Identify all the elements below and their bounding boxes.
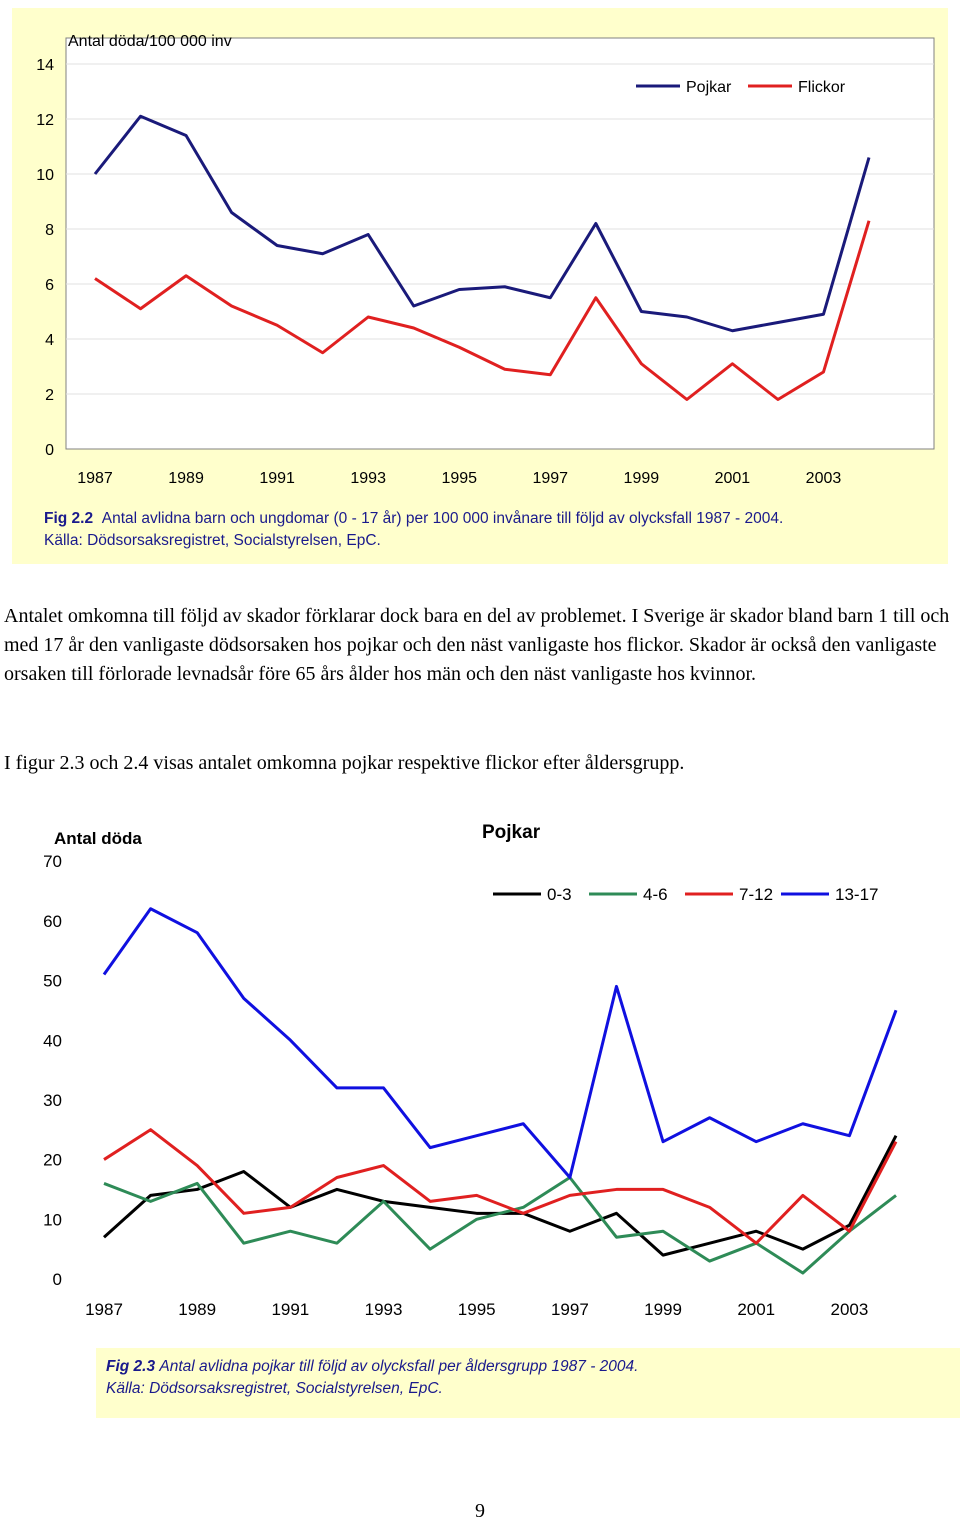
- series-line-4-6: [103, 1175, 897, 1275]
- y-tick-label: 40: [43, 1031, 62, 1050]
- x-tick-label: 1995: [458, 1300, 496, 1319]
- x-tick-label: 2001: [737, 1300, 775, 1319]
- chart-fig-2-3: 0 10 20 30 40 50 60 70 1987 1989 1991 1993 1995 1997 1…: [43, 822, 898, 1319]
- x-tick-label: 1997: [532, 470, 568, 487]
- y-tick-label: 60: [43, 912, 62, 931]
- y-axis-label: Antal döda/100 000 inv: [68, 33, 232, 50]
- legend-label: 4-6: [643, 885, 668, 904]
- x-tick-label: 1991: [271, 1300, 309, 1319]
- x-tick-label: 1997: [551, 1300, 589, 1319]
- x-tick-label: 2001: [715, 470, 751, 487]
- y-axis-label: Antal döda: [54, 829, 142, 848]
- fig-2-3-label: Fig 2.3: [106, 1358, 156, 1375]
- legend-label: 7-12: [739, 885, 773, 904]
- body-paragraph-2: I figur 2.3 och 2.4 visas antalet omkomn…: [4, 752, 685, 774]
- x-tick-label: 2003: [806, 470, 842, 487]
- series-line-pojkar: [93, 114, 871, 333]
- series-line-7-12: [103, 1128, 898, 1245]
- legend-label: 0-3: [547, 885, 572, 904]
- series-line-0-3: [102, 1134, 898, 1257]
- fig-2-3-text: Antal avlidna pojkar till följd av olyck…: [159, 1358, 639, 1375]
- plot-area: [65, 37, 935, 450]
- y-tick-label: 30: [43, 1091, 62, 1110]
- y-tick-label: 6: [45, 277, 54, 294]
- y-tick-label: 12: [36, 112, 54, 129]
- y-tick-label: 2: [45, 387, 54, 404]
- chart-fig-2-2: 0 2 4 6 8 10 12 14 1987 1989 1991 1993 1995 1997 1999 2…: [36, 33, 935, 487]
- series-line-13-17: [102, 907, 898, 1179]
- legend-label: Flickor: [798, 79, 846, 96]
- x-tick-label: 1995: [441, 470, 477, 487]
- y-tick-label: 14: [36, 57, 54, 74]
- body-paragraph-1: Antalet omkomna till följd av skador för…: [4, 605, 950, 685]
- y-tick-label: 0: [45, 442, 54, 459]
- legend-label: Pojkar: [686, 79, 732, 96]
- x-tick-label: 1991: [259, 470, 295, 487]
- x-tick-label: 1989: [168, 470, 204, 487]
- x-tick-label: 1989: [178, 1300, 216, 1319]
- series-line-flickor: [94, 220, 871, 401]
- fig-2-3-caption: Fig 2.3 Antal avlidna pojkar till följd …: [106, 1356, 638, 1400]
- fig-2-2-text: Antal avlidna barn och ungdomar (0 - 17 …: [101, 510, 784, 527]
- fig-2-2-source: Källa: Dödsorsaksregistret, Socialstyrel…: [44, 532, 381, 549]
- figure-2-3-caption-panel: Fig 2.3 Antal avlidna pojkar till följd …: [96, 1348, 960, 1418]
- x-tick-label: 1999: [624, 470, 660, 487]
- figure-2-2-panel: 0 2 4 6 8 10 12 14 1987 1989 1991 1993 1995 1997 1999 2…: [12, 8, 948, 564]
- x-tick-label: 1993: [350, 470, 386, 487]
- y-tick-label: 70: [43, 852, 62, 871]
- fig-2-2-caption: Fig 2.2 Antal avlidna barn och ungdomar …: [44, 508, 783, 552]
- x-tick-label: 1993: [365, 1300, 403, 1319]
- x-tick-label: 1987: [77, 470, 113, 487]
- fig-2-3-source: Källa: Dödsorsaksregistret, Socialstyrel…: [106, 1380, 443, 1397]
- x-tick-label: 2003: [830, 1300, 868, 1319]
- chart-title: Pojkar: [482, 822, 541, 843]
- y-tick-label: 0: [53, 1270, 62, 1289]
- x-tick-label: 1999: [644, 1300, 682, 1319]
- fig-2-2-label: Fig 2.2: [44, 510, 94, 527]
- x-tick-label: 1987: [85, 1300, 123, 1319]
- y-tick-label: 8: [45, 222, 54, 239]
- y-tick-label: 10: [43, 1210, 62, 1229]
- y-tick-label: 4: [45, 332, 54, 349]
- legend-label: 13-17: [835, 885, 878, 904]
- page-number: 9: [475, 1500, 485, 1522]
- y-tick-label: 10: [36, 167, 54, 184]
- y-tick-label: 20: [43, 1151, 62, 1170]
- y-tick-label: 50: [43, 972, 62, 991]
